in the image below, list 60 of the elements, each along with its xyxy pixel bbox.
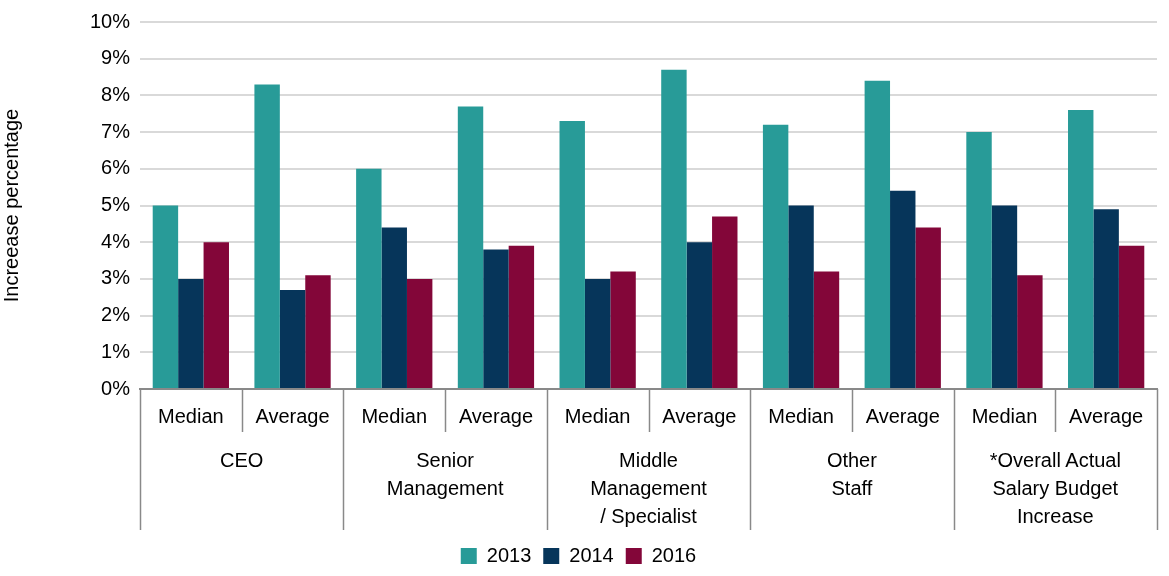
bar (457, 106, 484, 388)
x-tick-label: Median (564, 404, 631, 427)
y-tick-label: 7% (101, 119, 131, 142)
bar (915, 227, 941, 388)
bar (508, 245, 535, 388)
bar (1068, 110, 1094, 388)
bar (178, 278, 204, 388)
y-tick-label: 10% (89, 9, 131, 32)
text: Senior Management (386, 448, 504, 499)
x-tick-label: Median (158, 404, 224, 427)
y-tick-label: 6% (101, 156, 131, 179)
bar (203, 242, 229, 388)
bar (584, 278, 611, 388)
bar (686, 242, 713, 388)
x-tick-label: Average (662, 404, 737, 427)
bar (1017, 275, 1043, 388)
bar (254, 84, 280, 388)
y-tick-label: 2% (101, 303, 131, 326)
y-tick-label: 8% (101, 82, 131, 105)
bar (966, 132, 992, 388)
x-tick-label: Median (971, 404, 1038, 427)
bar (610, 271, 636, 388)
legend-label: 2014 (569, 543, 614, 566)
bar (279, 289, 306, 388)
text: Other Staff (826, 448, 878, 499)
bar (864, 80, 891, 388)
bar (356, 168, 382, 388)
bar (762, 124, 789, 388)
y-tick-label: 9% (101, 46, 131, 69)
bar (381, 227, 407, 388)
y-tick-label: 5% (101, 193, 131, 216)
text: *Overall Actual Salary Budget Increase (989, 448, 1121, 527)
bar (483, 249, 509, 388)
y-tick-label: 0% (101, 376, 131, 399)
x-tick-label: Average (458, 404, 534, 427)
bar (890, 190, 916, 388)
bar (152, 205, 179, 388)
text: CEO (220, 448, 264, 471)
x-tick-label: Average (865, 404, 940, 427)
bar (991, 205, 1018, 388)
y-tick-label: 3% (101, 266, 131, 289)
x-tick-label: Average (255, 404, 330, 427)
y-tick-label: 4% (101, 229, 131, 252)
legend-label: 2013 (486, 543, 532, 566)
y-tick-label: 1% (101, 339, 131, 362)
y-axis-title: Increease percentage (0, 108, 22, 303)
legend-label: 2016 (651, 543, 697, 566)
bar (406, 278, 433, 388)
text: Middle Management / Specialist (590, 448, 708, 527)
x-tick-label: Median (361, 404, 428, 427)
bar (1118, 245, 1145, 388)
bar (661, 69, 687, 388)
bar (559, 121, 585, 388)
x-tick-label: Average (1069, 404, 1144, 427)
bar (1093, 209, 1119, 388)
bar (305, 275, 331, 388)
bar (712, 216, 738, 388)
x-tick-label: Median (768, 404, 834, 427)
bar (813, 271, 840, 388)
bar (788, 205, 814, 388)
